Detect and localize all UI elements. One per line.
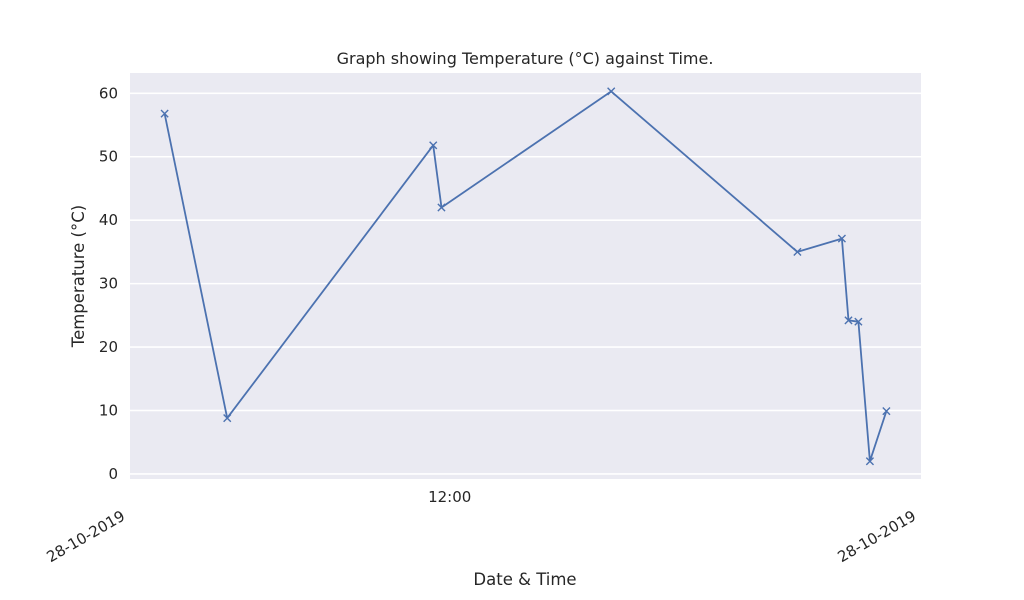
y-tick-label: 60	[99, 84, 118, 102]
y-axis-label: Temperature (°C)	[69, 205, 88, 348]
x-tick-labels: 28-10-2019 12:00 28-10-2019	[43, 488, 919, 566]
x-tick-label: 28-10-2019	[43, 507, 128, 566]
data-point-marker	[844, 316, 853, 325]
y-tick-label: 0	[108, 465, 118, 483]
y-tick-label: 10	[99, 401, 118, 419]
data-point-marker	[223, 414, 232, 423]
chart-title: Graph showing Temperature (°C) against T…	[337, 49, 714, 68]
y-tick-label: 20	[99, 338, 118, 356]
x-tick-label: 12:00	[428, 488, 471, 506]
series-layer	[160, 87, 891, 466]
data-point-marker	[437, 203, 446, 212]
data-point-marker	[160, 109, 169, 118]
y-tick-labels: 0 10 20 30 40 50 60	[99, 84, 118, 483]
data-point-marker	[793, 247, 802, 256]
y-tick-label: 50	[99, 148, 118, 166]
data-point-marker	[882, 407, 891, 416]
data-point-marker	[865, 457, 875, 466]
x-tick-label: 28-10-2019	[834, 507, 919, 566]
x-axis-label: Date & Time	[473, 570, 576, 589]
data-point-marker	[429, 141, 438, 150]
plot-background	[130, 73, 921, 479]
y-tick-label: 40	[99, 211, 118, 229]
data-point-marker	[854, 317, 863, 326]
y-tick-label: 30	[99, 275, 118, 293]
gridlines	[130, 92, 921, 475]
data-point-marker	[837, 234, 846, 243]
data-point-marker	[607, 87, 616, 96]
